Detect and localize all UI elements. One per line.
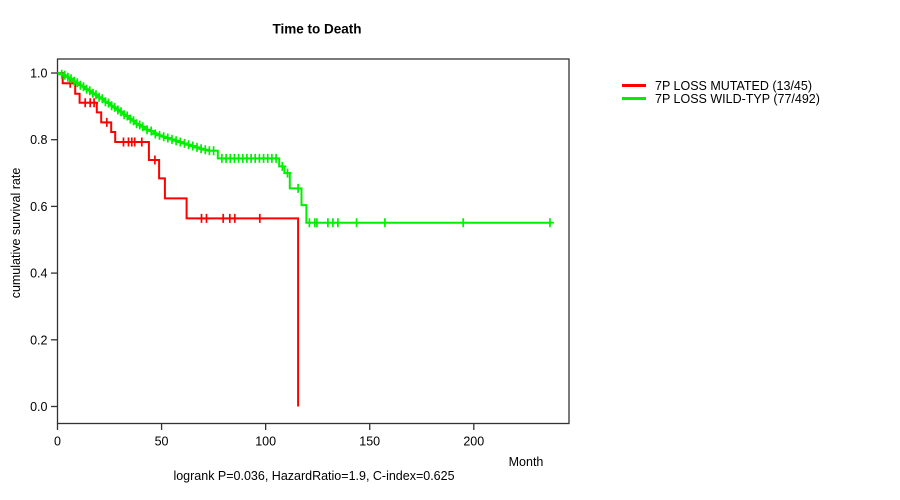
- legend-label: 7P LOSS WILD-TYP (77/492): [655, 91, 820, 106]
- x-tick-label: 0: [54, 435, 61, 449]
- y-tick-label: 1.0: [30, 67, 47, 81]
- legend-item: 7P LOSS MUTATED (13/45): [622, 78, 820, 93]
- y-tick-label: 0.0: [30, 400, 47, 414]
- stats-annotation: logrank P=0.036, HazardRatio=1.9, C-inde…: [173, 469, 455, 483]
- chart-title: Time to Death: [272, 21, 362, 37]
- x-tick-label: 50: [155, 435, 169, 449]
- y-tick-label: 0.8: [30, 133, 47, 147]
- legend-line-swatch: [622, 97, 646, 100]
- censor-marks-1: [57, 69, 554, 228]
- legend-line-swatch: [622, 84, 646, 87]
- y-axis-label: cumulative survival rate: [9, 167, 23, 299]
- x-axis-label: Month: [508, 455, 544, 469]
- x-tick-label: 200: [463, 435, 484, 449]
- legend-item: 7P LOSS WILD-TYP (77/492): [622, 91, 820, 106]
- y-tick-label: 0.4: [30, 267, 47, 281]
- censor-marks-0: [66, 78, 264, 223]
- x-tick-label: 150: [359, 435, 380, 449]
- y-tick-label: 0.6: [30, 200, 47, 214]
- survival-curve-1: [57, 72, 552, 224]
- survival-curve-0: [57, 72, 300, 407]
- plot-box: [56, 58, 570, 425]
- legend-label: 7P LOSS MUTATED (13/45): [655, 78, 812, 93]
- legend: 7P LOSS MUTATED (13/45) 7P LOSS WILD-TYP …: [622, 78, 820, 106]
- y-tick-label: 0.2: [30, 333, 47, 347]
- x-tick-label: 100: [255, 435, 276, 449]
